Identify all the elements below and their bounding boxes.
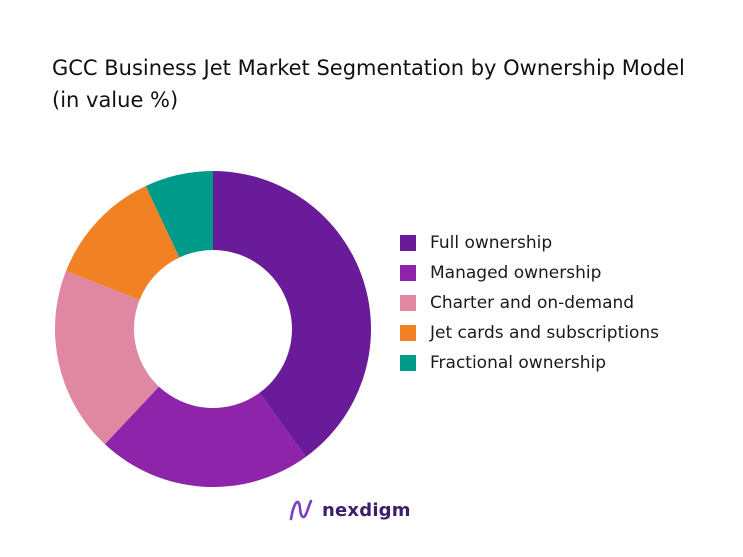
brand-name: nexdigm (322, 499, 411, 521)
legend-swatch (400, 235, 416, 251)
legend-item: Charter and on-demand (400, 290, 730, 316)
legend-item: Fractional ownership (400, 350, 730, 376)
legend-swatch (400, 325, 416, 341)
donut-slice-managed-ownership (104, 386, 306, 487)
brand-logo: nexdigm (288, 497, 411, 523)
legend-item: Managed ownership (400, 260, 730, 286)
legend-swatch (400, 265, 416, 281)
legend-label: Full ownership (430, 233, 553, 253)
legend-swatch (400, 295, 416, 311)
legend-label: Jet cards and subscriptions (430, 323, 659, 343)
chart-title: GCC Business Jet Market Segmentation by … (52, 56, 685, 112)
donut-slice-charter-and-on-demand (54, 270, 159, 445)
legend-label: Charter and on-demand (430, 293, 635, 313)
chart-legend: Full ownership Managed ownership Charter a… (400, 230, 730, 380)
donut-slice-jet-cards-and-subscriptions (66, 186, 180, 300)
legend-item: Jet cards and subscriptions (400, 320, 730, 346)
legend-label: Fractional ownership (430, 353, 607, 373)
nexdigm-logo-icon (289, 499, 313, 521)
legend-label: Managed ownership (430, 263, 602, 283)
legend-swatch (400, 355, 416, 371)
legend-item: Full ownership (400, 230, 730, 256)
donut-slice-full-ownership (213, 171, 371, 457)
donut-slice-fractional-ownership (145, 171, 213, 258)
